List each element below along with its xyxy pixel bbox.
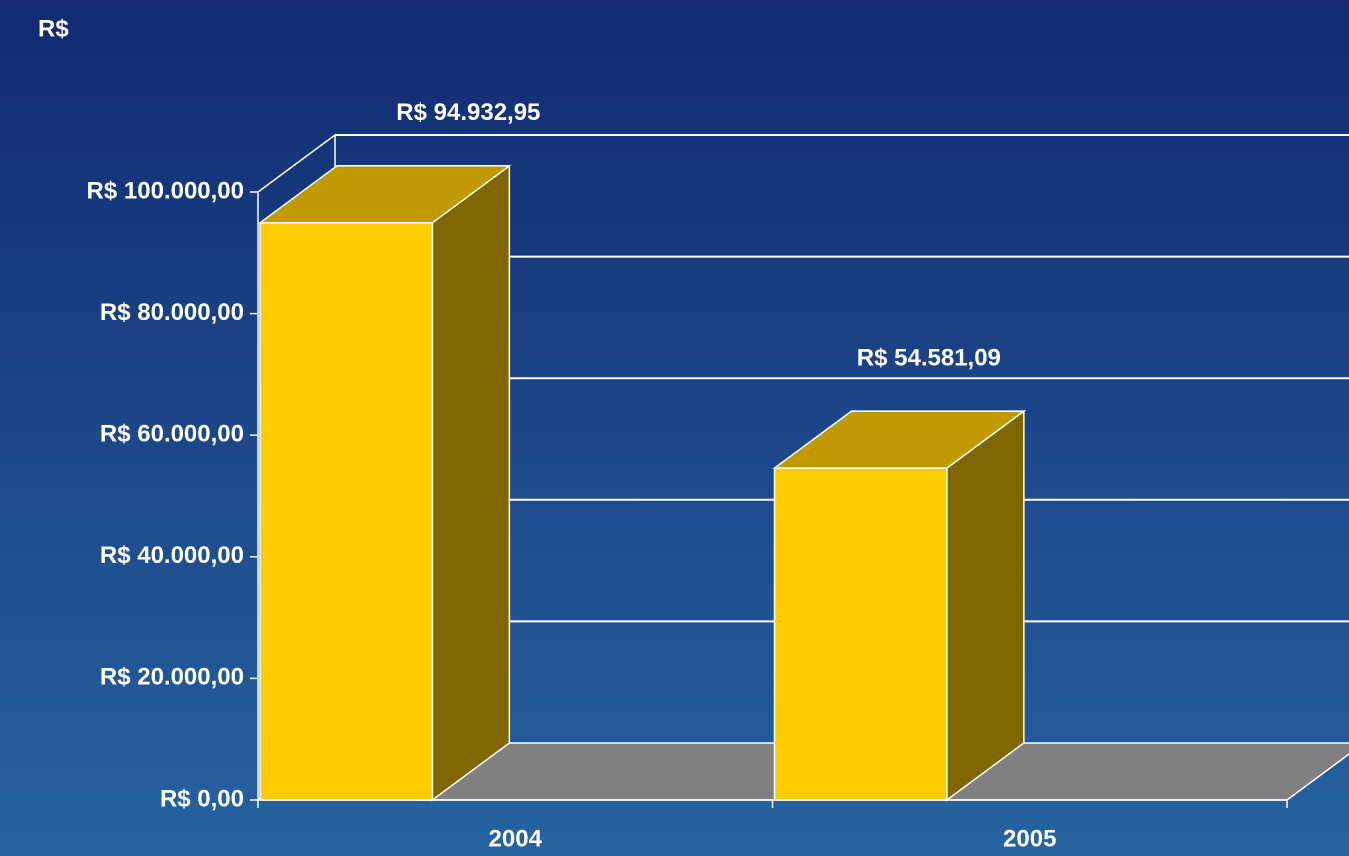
bar — [773, 467, 948, 801]
bar — [259, 222, 434, 801]
x-tick-label: 2004 — [489, 825, 543, 852]
y-tick-label: R$ 40.000,00 — [100, 542, 244, 569]
bar-side — [431, 164, 511, 802]
y-tick-label: R$ 0,00 — [160, 785, 244, 812]
value-label: R$ 94.932,95 — [396, 99, 540, 126]
y-tick-label: R$ 80.000,00 — [100, 299, 244, 326]
y-tick-label: R$ 20.000,00 — [100, 664, 244, 691]
bar-side — [946, 409, 1025, 802]
value-label: R$ 54.581,09 — [857, 344, 1001, 371]
y-tick-label: R$ 60.000,00 — [100, 421, 244, 448]
x-tick-label: 2005 — [1003, 825, 1056, 852]
y-axis-label: R$ — [38, 15, 69, 42]
y-tick-label: R$ 100.000,00 — [87, 177, 244, 204]
